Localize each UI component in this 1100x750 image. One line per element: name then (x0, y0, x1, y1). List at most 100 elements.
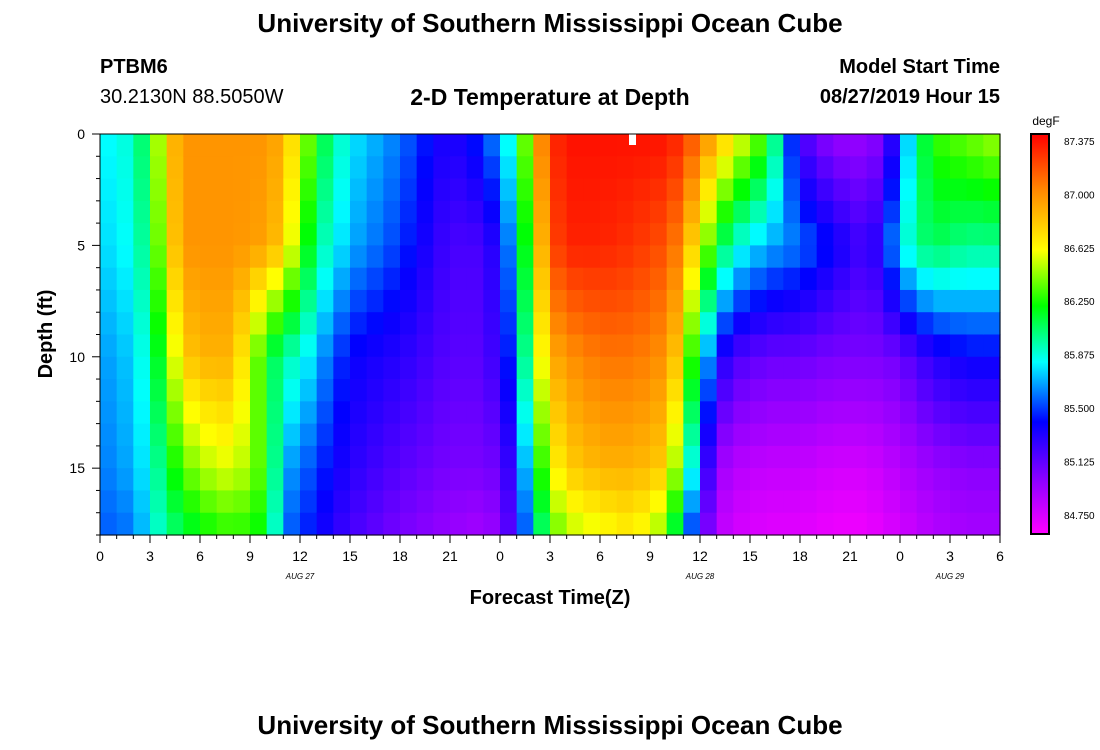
heatmap-cell (200, 200, 218, 224)
heatmap-cell (383, 267, 401, 291)
heatmap-cell (983, 401, 1001, 425)
heatmap-cell (966, 401, 984, 425)
heatmap-cell (433, 423, 451, 447)
heatmap-cell (733, 401, 751, 425)
heatmap-cell (116, 156, 134, 180)
heatmap-cell (616, 401, 634, 425)
heatmap-cell (300, 223, 318, 246)
heatmap-cell (516, 468, 534, 492)
heatmap-cell (200, 379, 218, 402)
heatmap-cell (500, 423, 518, 447)
heatmap-cell (300, 289, 318, 313)
heatmap-cell (616, 223, 634, 246)
heatmap-cell (933, 512, 951, 536)
colorbar-label: 87.000 (1064, 190, 1095, 201)
heatmap-cell (366, 223, 384, 246)
heatmap-cell (200, 134, 218, 157)
heatmap-cell (916, 401, 934, 425)
heatmap-cell (783, 156, 801, 180)
heatmap-cell (616, 156, 634, 180)
heatmap-cell (150, 312, 168, 336)
heatmap-cell (750, 156, 768, 180)
heatmap-cell (950, 312, 968, 336)
heatmap-cell (633, 468, 651, 492)
heatmap-cell (416, 178, 434, 202)
heatmap-cell (400, 490, 418, 514)
heatmap-cell (183, 289, 201, 313)
heatmap-cell (266, 156, 284, 180)
heatmap-cell (966, 312, 984, 336)
date-label: AUG 27 (285, 572, 315, 581)
heatmap-cell (533, 445, 551, 469)
heatmap-cell (850, 490, 868, 514)
y-tick-label: 5 (77, 237, 85, 253)
heatmap-cell (916, 445, 934, 469)
heatmap-cell (683, 312, 701, 336)
heatmap-cell (866, 379, 884, 402)
heatmap-cell (950, 445, 968, 469)
heatmap-cell (533, 356, 551, 380)
heatmap-cell (816, 423, 834, 447)
heatmap-cell (783, 200, 801, 224)
heatmap-cell (566, 401, 584, 425)
heatmap-cell (666, 200, 684, 224)
heatmap-cell (900, 512, 918, 536)
heatmap-cell (933, 178, 951, 202)
heatmap-cell (950, 423, 968, 447)
heatmap-cell (450, 223, 468, 246)
heatmap-cell (800, 223, 818, 246)
heatmap-cell (566, 223, 584, 246)
heatmap-cell (166, 445, 184, 469)
heatmap-cell (333, 267, 351, 291)
heatmap-cell (900, 401, 918, 425)
heatmap-cell (800, 312, 818, 336)
heatmap-cell (333, 423, 351, 447)
heatmap-cell (266, 289, 284, 313)
x-tick-label: 0 (896, 548, 904, 564)
heatmap-cell (866, 134, 884, 157)
heatmap-cell (900, 468, 918, 492)
heatmap-cell (433, 356, 451, 380)
heatmap-cell (833, 312, 851, 336)
heatmap-cell (850, 468, 868, 492)
heatmap-cell (566, 289, 584, 313)
heatmap-cell (433, 289, 451, 313)
heatmap-cell (766, 512, 784, 536)
heatmap-cell (350, 445, 368, 469)
x-tick-label: 21 (442, 548, 458, 564)
heatmap-cell (900, 223, 918, 246)
heatmap-cell (816, 468, 834, 492)
heatmap-cell (116, 490, 134, 514)
heatmap-cell (283, 267, 301, 291)
heatmap-cell (833, 423, 851, 447)
heatmap-cell (766, 245, 784, 269)
heatmap-cell (683, 245, 701, 269)
heatmap-cell (416, 200, 434, 224)
heatmap-cell (233, 245, 251, 269)
heatmap-cell (916, 267, 934, 291)
heatmap-cell (716, 134, 734, 157)
heatmap-cell (150, 178, 168, 202)
heatmap-cell (600, 445, 618, 469)
heatmap-cell (166, 156, 184, 180)
heatmap-cell (250, 178, 268, 202)
heatmap-cell (650, 134, 668, 157)
heatmap-cell (316, 468, 334, 492)
heatmap-cell (850, 445, 868, 469)
heatmap-cell (700, 423, 718, 447)
heatmap-cell (450, 490, 468, 514)
heatmap-cell (183, 423, 201, 447)
heatmap-cell (766, 223, 784, 246)
heatmap-cell (566, 200, 584, 224)
heatmap-cell (700, 223, 718, 246)
heatmap-cell (650, 223, 668, 246)
heatmap-cell (583, 134, 601, 157)
heatmap-cell (100, 178, 118, 202)
heatmap-cell (416, 334, 434, 358)
heatmap-cell (666, 134, 684, 157)
heatmap-cell (166, 379, 184, 402)
heatmap-cell (400, 245, 418, 269)
heatmap-cell (783, 134, 801, 157)
heatmap-cell (250, 134, 268, 157)
x-tick-label: 3 (546, 548, 554, 564)
